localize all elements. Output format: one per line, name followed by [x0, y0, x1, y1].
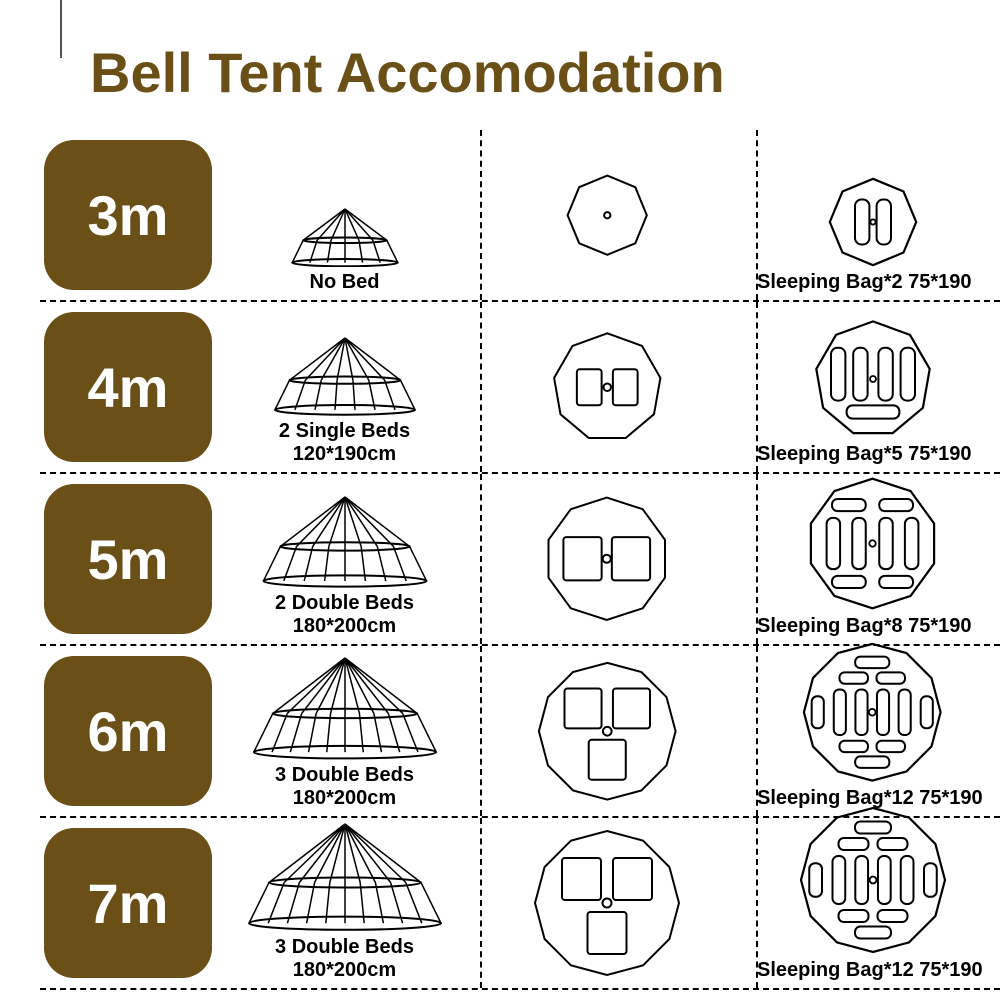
tent-label: 2 Single Beds120*190cm — [279, 420, 410, 466]
floorplan-cell — [477, 818, 737, 988]
tent-cell: 3 Double Beds180*200cm — [212, 646, 477, 816]
floorplan-cell — [477, 646, 737, 816]
sleepingbag-label: Sleeping Bag*8 75*190 — [745, 615, 972, 638]
floorplan-cell — [477, 302, 737, 472]
floorplan-cell — [477, 474, 737, 644]
tent-label: No Bed — [310, 271, 380, 294]
floorplan-icon — [532, 828, 682, 978]
sleepingbag-cell: Sleeping Bag*5 75*190 — [737, 302, 1000, 472]
floorplan-icon — [543, 495, 671, 623]
tent-label: 2 Double Beds180*200cm — [275, 592, 414, 638]
size-badge: 5m — [44, 484, 212, 634]
sleepingbag-icon — [813, 319, 933, 439]
size-badge: 4m — [44, 312, 212, 462]
page-title: Bell Tent Accomodation — [90, 40, 725, 105]
size-badge: 7m — [44, 828, 212, 978]
sleepingbag-cell: Sleeping Bag*2 75*190 — [737, 130, 1000, 300]
table-row: 3m No Bed Sleeping Bag*2 75*190 — [40, 130, 1000, 302]
tent-cell: No Bed — [212, 130, 477, 300]
tent-label: 3 Double Beds180*200cm — [275, 764, 414, 810]
sleepingbag-cell: Sleeping Bag*8 75*190 — [737, 474, 1000, 644]
sleepingbag-icon — [805, 476, 940, 611]
floorplan-icon — [566, 174, 649, 257]
table-row: 6m 3 Double Beds180*200cm Sleeping Bag*1… — [40, 646, 1000, 818]
tent-cell: 2 Double Beds180*200cm — [212, 474, 477, 644]
tent-icon — [272, 336, 418, 416]
tent-icon — [260, 495, 430, 589]
chart-grid: 3m No Bed Sleeping Bag*2 75*1904m 2 Sing… — [40, 130, 1000, 990]
tent-icon — [245, 822, 445, 932]
sleepingbag-label: Sleeping Bag*12 75*190 — [745, 959, 983, 982]
table-row: 5m 2 Double Beds180*200cm Sleeping Bag*8… — [40, 474, 1000, 646]
tent-cell: 3 Double Beds180*200cm — [212, 818, 477, 988]
floorplan-cell — [477, 130, 737, 300]
floorplan-icon — [536, 660, 679, 803]
floorplan-icon — [551, 331, 664, 444]
size-badge: 6m — [44, 656, 212, 806]
tent-icon — [250, 656, 440, 761]
size-badge: 3m — [44, 140, 212, 290]
rule-line — [60, 0, 62, 58]
sleepingbag-label: Sleeping Bag*5 75*190 — [745, 443, 972, 466]
sleepingbag-cell: Sleeping Bag*12 75*190 — [737, 646, 1000, 816]
sleepingbag-icon — [798, 805, 948, 955]
sleepingbag-icon — [828, 177, 918, 267]
sleepingbag-icon — [801, 641, 944, 784]
table-row: 4m 2 Single Beds120*190cm Sleeping Bag*5… — [40, 302, 1000, 474]
table-row: 7m 3 Double Beds180*200cm Sleeping Bag*1… — [40, 818, 1000, 990]
tent-label: 3 Double Beds180*200cm — [275, 936, 414, 982]
tent-cell: 2 Single Beds120*190cm — [212, 302, 477, 472]
sleepingbag-label: Sleeping Bag*2 75*190 — [745, 271, 972, 294]
tent-icon — [290, 207, 400, 268]
sleepingbag-cell: Sleeping Bag*12 75*190 — [737, 818, 1000, 988]
